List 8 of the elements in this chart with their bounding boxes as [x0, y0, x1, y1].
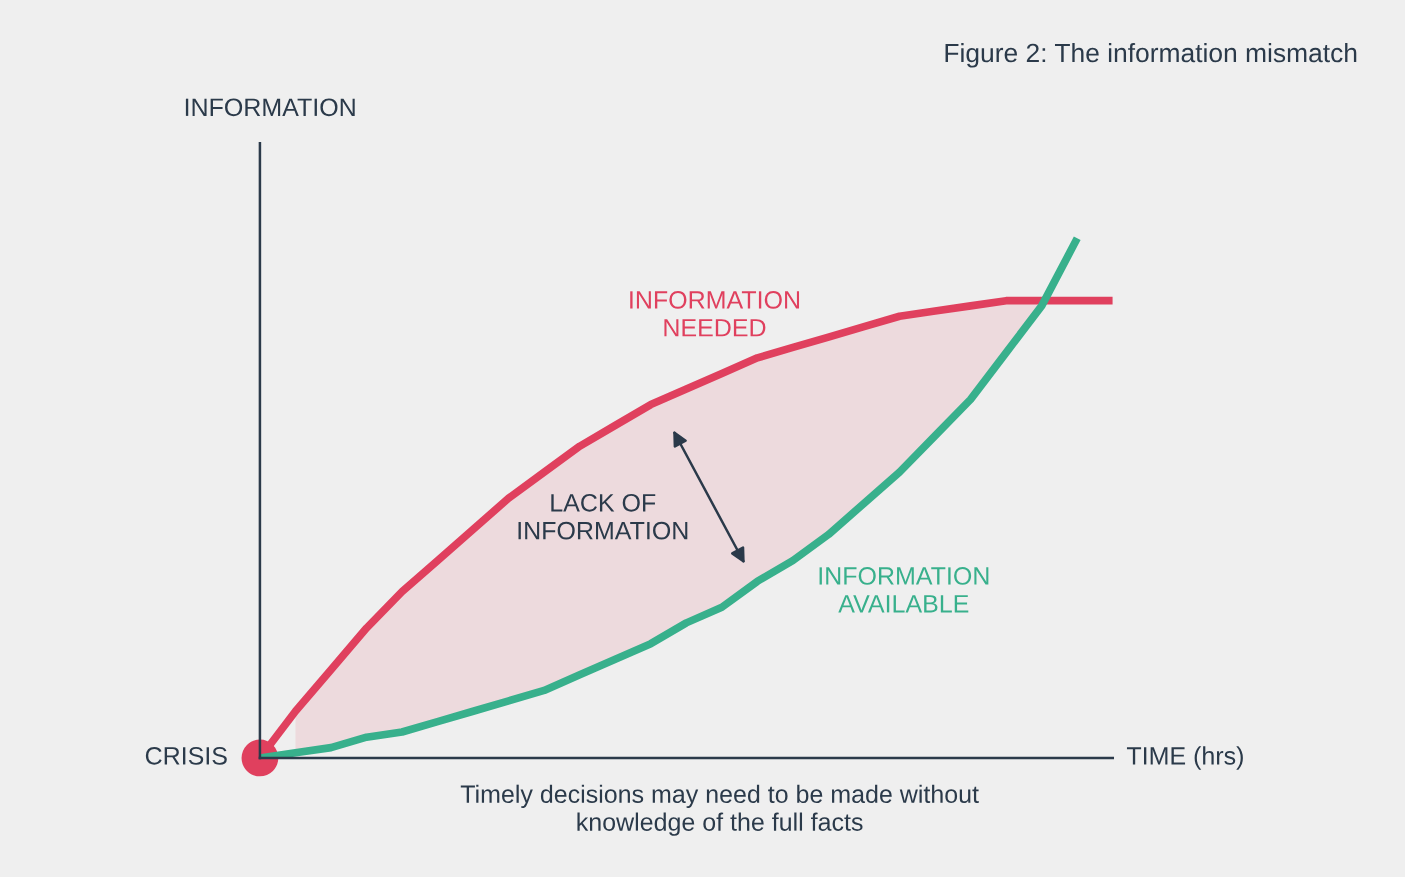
x-axis-title: TIME (hrs): [1126, 746, 1243, 770]
series-label: INFORMATION NEEDED: [630, 291, 800, 337]
series-label: INFORMATION AVAILABLE: [819, 567, 989, 613]
text: Timely decisions may need to be made without knowledge of the full facts: [460, 784, 979, 836]
text: CRISIS: [145, 747, 227, 765]
y-axis-title: INFORMATION: [185, 98, 355, 117]
annotation: LACK OF INFORMATION: [518, 493, 688, 540]
chart-title: Figure 2: The information mismatch: [945, 42, 1357, 68]
